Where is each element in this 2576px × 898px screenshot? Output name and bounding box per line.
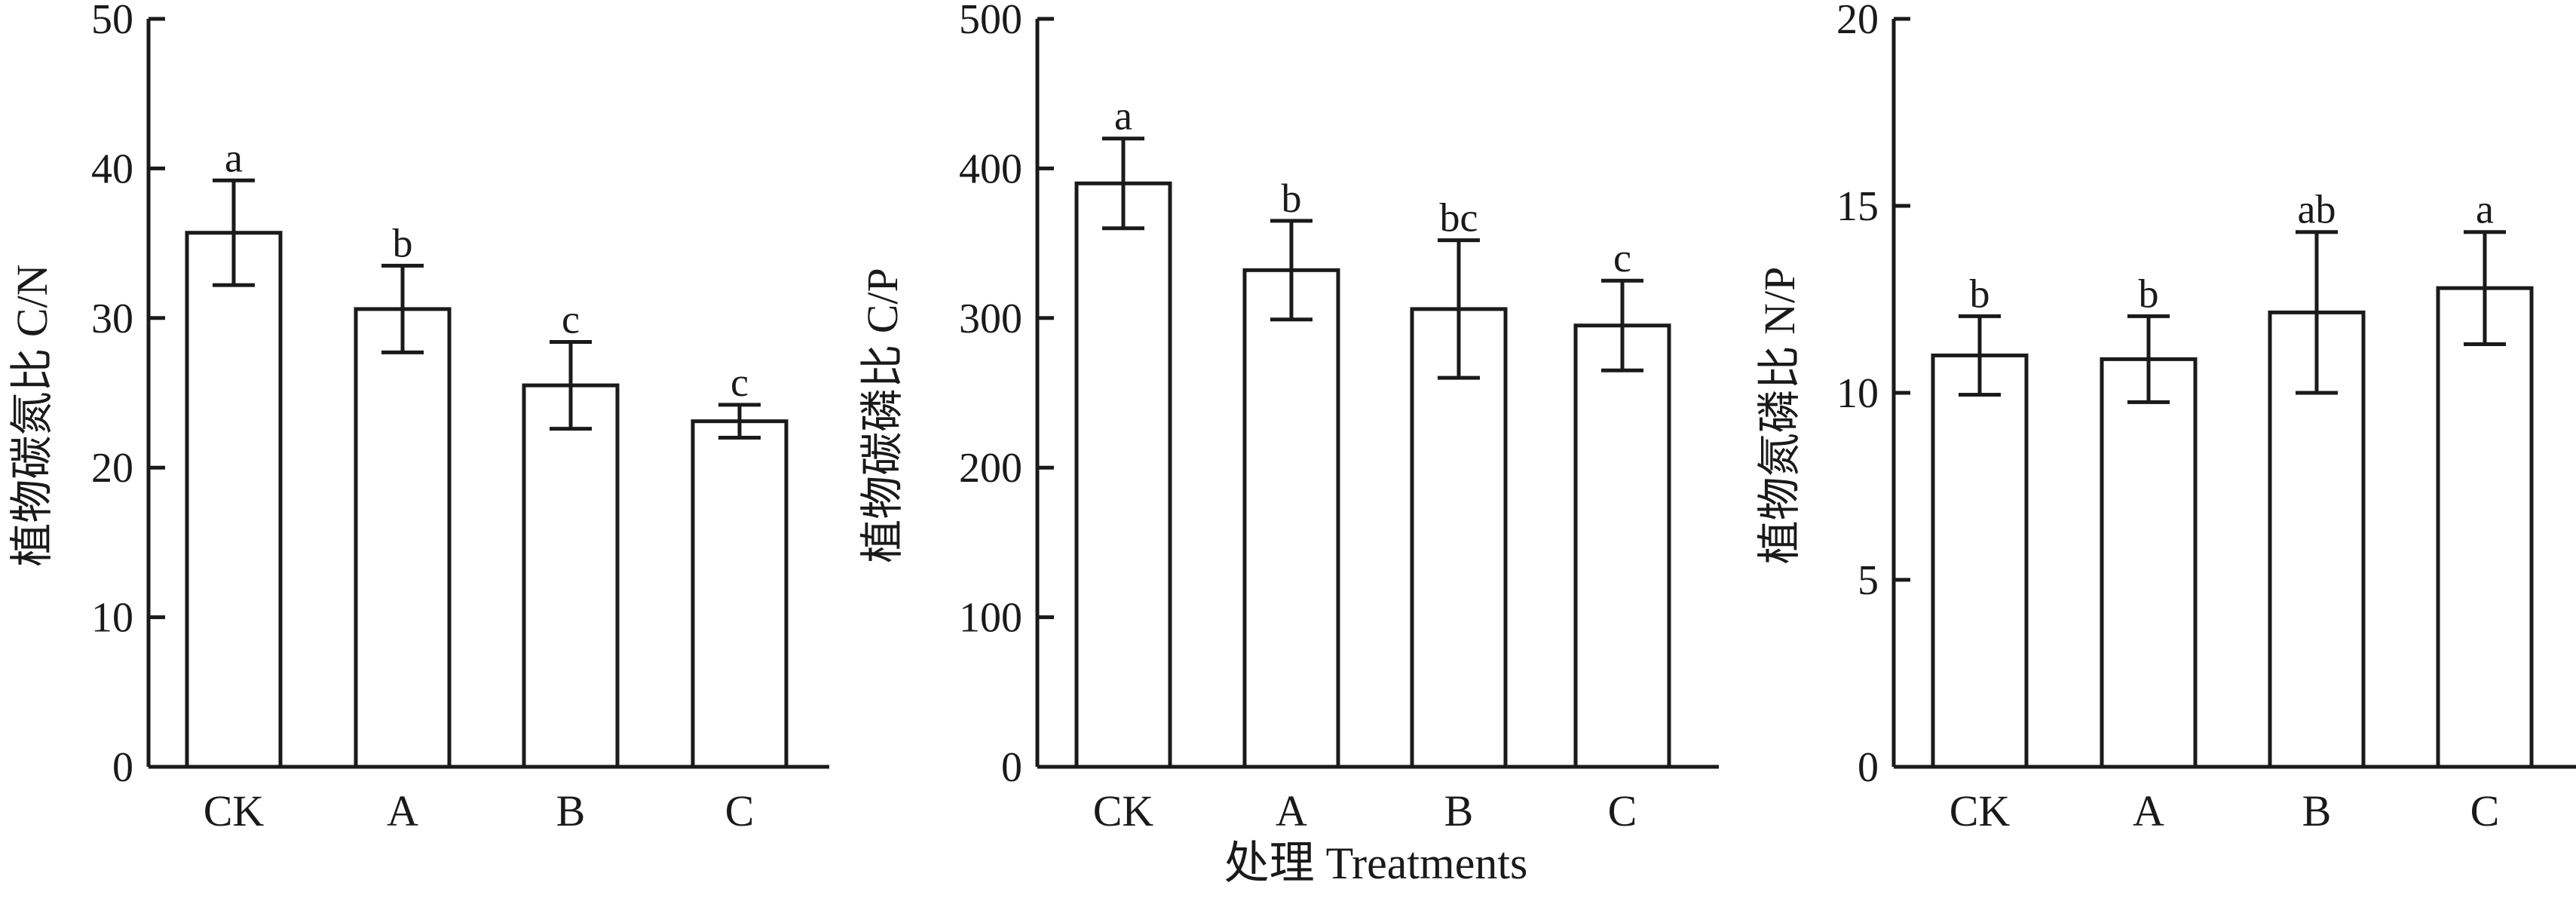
y-tick-label: 0 (112, 744, 133, 791)
y-tick-label: 10 (1836, 370, 1879, 417)
bar (1242, 268, 1340, 769)
y-tick-label: 30 (91, 296, 133, 342)
x-tick-label: C (1608, 786, 1637, 835)
y-tick-label: 300 (959, 296, 1022, 342)
bar (1931, 353, 2029, 769)
y-axis-title: 植物碳氮比 C/N (8, 264, 57, 566)
significance-label: b (1970, 271, 1990, 316)
x-tick-label: A (1276, 786, 1307, 835)
x-tick-label: A (387, 786, 418, 835)
significance-label: b (2139, 271, 2159, 316)
y-tick-label: 100 (959, 595, 1022, 642)
bar (185, 231, 283, 769)
bar (1074, 181, 1172, 769)
significance-label: bc (1440, 195, 1478, 241)
significance-label: a (225, 135, 243, 180)
y-tick-label: 15 (1836, 183, 1879, 230)
y-axis-title: 植物碳磷比 C/P (858, 268, 907, 563)
y-tick-label: 40 (91, 146, 133, 192)
x-tick-label: B (1444, 786, 1474, 835)
significance-label: ab (2298, 187, 2336, 232)
bar (1573, 323, 1671, 769)
x-tick-label: B (2302, 786, 2332, 835)
y-axis-title: 植物氮磷比 N/P (1755, 267, 1804, 565)
significance-label: b (1282, 176, 1302, 221)
y-tick-label: 20 (91, 445, 133, 492)
x-tick-label: B (556, 786, 586, 835)
x-axis-title: 处理 Treatments (1224, 838, 1528, 888)
x-tick-label: CK (204, 786, 265, 835)
significance-label: c (562, 297, 580, 342)
significance-label: c (731, 360, 749, 405)
bar (2100, 357, 2198, 769)
y-tick-label: 20 (1836, 0, 1879, 43)
y-tick-label: 400 (959, 146, 1022, 192)
significance-label: b (393, 220, 413, 265)
x-tick-label: A (2133, 786, 2164, 835)
y-tick-label: 0 (1858, 744, 1879, 791)
x-tick-label: CK (1950, 786, 2011, 835)
y-tick-label: 10 (91, 595, 133, 642)
y-tick-label: 200 (959, 445, 1022, 492)
significance-label: a (1114, 93, 1132, 139)
bar (354, 307, 452, 769)
y-tick-label: 0 (1001, 744, 1022, 791)
x-tick-label: C (725, 786, 755, 835)
bar (691, 419, 789, 769)
bar (2436, 286, 2534, 769)
y-tick-label: 50 (91, 0, 133, 43)
bar (522, 383, 620, 769)
x-tick-label: C (2470, 786, 2500, 835)
y-tick-label: 5 (1858, 557, 1879, 604)
x-tick-label: CK (1093, 786, 1154, 835)
significance-label: c (1613, 235, 1631, 280)
significance-label: a (2476, 187, 2494, 232)
y-tick-label: 500 (959, 0, 1022, 43)
